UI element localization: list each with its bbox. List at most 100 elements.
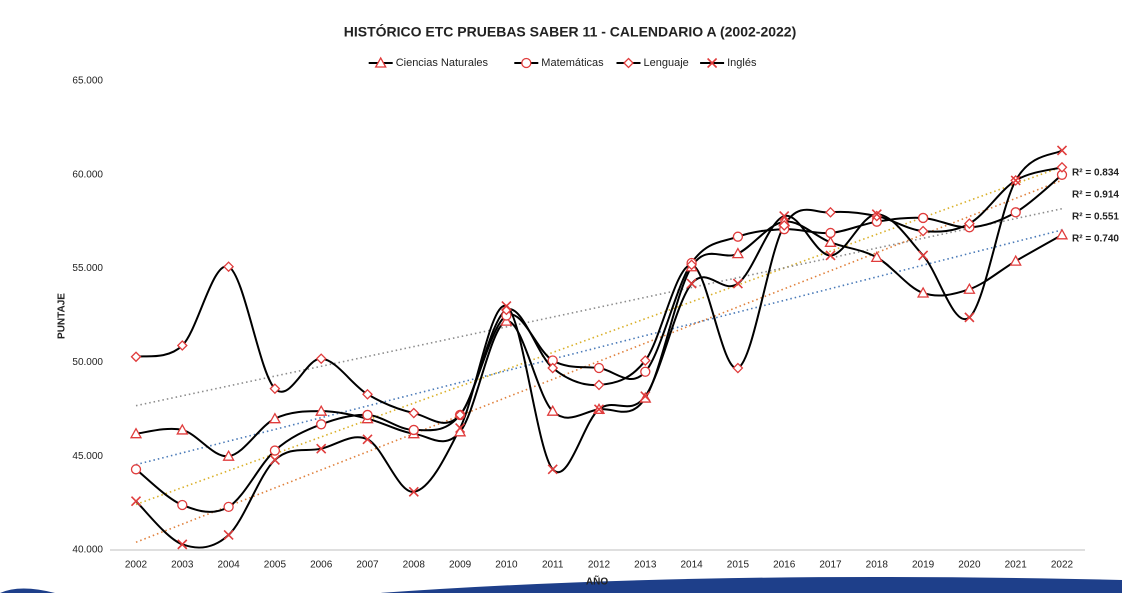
r-squared-label: R² = 0.834 bbox=[1072, 167, 1119, 178]
trendline bbox=[135, 179, 1063, 543]
x-tick-label: 2015 bbox=[727, 560, 750, 571]
data-point bbox=[268, 412, 282, 424]
data-point bbox=[315, 404, 328, 416]
r-squared-label: R² = 0.551 bbox=[1072, 211, 1119, 222]
data-point bbox=[130, 351, 142, 363]
r-squared-label: R² = 0.740 bbox=[1072, 233, 1119, 244]
data-point bbox=[316, 419, 327, 430]
legend-item: Inglés bbox=[700, 57, 757, 69]
data-point bbox=[778, 220, 790, 231]
data-point bbox=[223, 529, 234, 541]
y-tick-label: 40.000 bbox=[72, 545, 103, 556]
data-point bbox=[871, 210, 883, 222]
x-tick-label: 2010 bbox=[495, 560, 518, 571]
data-point bbox=[871, 209, 882, 220]
footer-band bbox=[380, 576, 1122, 593]
data-point bbox=[824, 235, 837, 247]
data-point bbox=[455, 422, 466, 434]
legend-label: Inglés bbox=[727, 57, 757, 69]
data-point bbox=[316, 443, 327, 454]
data-point bbox=[1009, 254, 1022, 266]
trendline bbox=[135, 207, 1063, 407]
data-point bbox=[269, 454, 280, 466]
data-point bbox=[779, 211, 790, 222]
data-point bbox=[408, 407, 420, 419]
legend-label: Matemáticas bbox=[541, 57, 604, 69]
x-tick-label: 2014 bbox=[680, 560, 703, 571]
data-point bbox=[362, 434, 373, 445]
legend-label: Ciencias Naturales bbox=[396, 57, 489, 69]
x-tick-label: 2021 bbox=[1005, 560, 1028, 571]
data-point bbox=[1056, 145, 1068, 156]
x-tick-label: 2022 bbox=[1051, 560, 1074, 571]
legend-item: Ciencias Naturales bbox=[368, 56, 489, 69]
data-point bbox=[315, 353, 327, 365]
x-tick-label: 2016 bbox=[773, 560, 796, 571]
data-point bbox=[916, 286, 930, 298]
x-tick-label: 2019 bbox=[912, 560, 935, 571]
data-point bbox=[130, 496, 142, 507]
data-point bbox=[408, 486, 419, 497]
x-tick-label: 2007 bbox=[356, 560, 379, 571]
data-point bbox=[593, 379, 605, 391]
data-point bbox=[1056, 161, 1068, 173]
y-tick-label: 65.000 bbox=[72, 76, 103, 87]
data-point bbox=[501, 301, 512, 312]
data-point bbox=[963, 218, 975, 229]
data-point bbox=[686, 278, 697, 289]
legend-label: Lenguaje bbox=[644, 57, 689, 69]
data-point bbox=[1055, 228, 1069, 240]
legend-marker bbox=[707, 57, 718, 69]
data-point bbox=[546, 404, 559, 416]
footer-logo bbox=[0, 588, 55, 593]
x-tick-label: 2012 bbox=[588, 560, 611, 571]
legend-marker bbox=[521, 57, 532, 69]
r-squared-label: R² = 0.914 bbox=[1072, 189, 1119, 200]
data-point bbox=[963, 282, 976, 294]
data-point bbox=[362, 388, 373, 400]
data-point bbox=[593, 404, 605, 415]
x-tick-label: 2013 bbox=[634, 560, 657, 571]
data-point bbox=[269, 383, 281, 395]
y-tick-label: 45.000 bbox=[72, 451, 103, 462]
data-point bbox=[223, 261, 235, 273]
data-point bbox=[640, 391, 651, 402]
data-point bbox=[825, 250, 836, 261]
x-tick-label: 2017 bbox=[819, 560, 842, 571]
data-point bbox=[547, 464, 558, 475]
x-tick-label: 2018 bbox=[866, 560, 889, 571]
data-point bbox=[732, 231, 744, 242]
data-point bbox=[593, 362, 605, 374]
data-point bbox=[1010, 175, 1021, 186]
x-tick-label: 2003 bbox=[171, 560, 194, 571]
chart-title: HISTÓRICO ETC PRUEBAS SABER 11 - CALENDA… bbox=[344, 23, 797, 40]
data-point bbox=[732, 278, 743, 289]
data-point bbox=[454, 409, 466, 421]
data-point bbox=[825, 206, 836, 218]
data-point bbox=[176, 423, 189, 435]
x-tick-label: 2009 bbox=[449, 560, 472, 571]
data-point bbox=[269, 445, 281, 456]
data-point bbox=[176, 340, 188, 351]
data-point bbox=[177, 539, 188, 550]
y-tick-label: 55.000 bbox=[72, 263, 103, 274]
x-tick-label: 2008 bbox=[403, 560, 426, 571]
data-point bbox=[362, 409, 373, 421]
data-point bbox=[223, 501, 234, 513]
x-tick-label: 2002 bbox=[125, 560, 148, 571]
data-point bbox=[731, 247, 745, 259]
trendline bbox=[135, 229, 1063, 466]
y-axis-label: PUNTAJE bbox=[57, 293, 68, 339]
data-point bbox=[130, 464, 142, 475]
x-tick-label: 2004 bbox=[217, 560, 240, 571]
data-point bbox=[639, 355, 651, 366]
data-point bbox=[825, 227, 836, 239]
data-point bbox=[129, 427, 143, 439]
data-point bbox=[732, 362, 744, 374]
x-tick-label: 2006 bbox=[310, 560, 333, 571]
data-point bbox=[964, 312, 975, 323]
data-point bbox=[686, 259, 698, 271]
x-tick-label: 2005 bbox=[264, 560, 287, 571]
